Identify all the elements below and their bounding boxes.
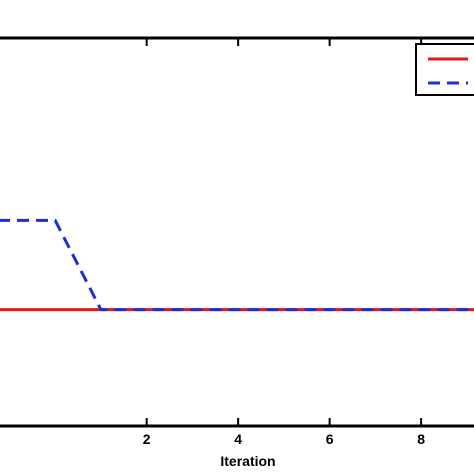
plot-axes bbox=[0, 36, 474, 428]
x-tick-label: 8 bbox=[417, 431, 425, 447]
plot-frame bbox=[0, 36, 474, 428]
x-tick-label: 4 bbox=[234, 431, 242, 447]
x-tick-label: 6 bbox=[326, 431, 334, 447]
x-ticks: 2 4 6 8 bbox=[143, 38, 425, 447]
legend bbox=[415, 43, 474, 96]
x-axis-label: Iteration bbox=[220, 453, 275, 469]
legend-box bbox=[415, 43, 474, 96]
series-layer bbox=[0, 218, 474, 312]
series-line-2 bbox=[0, 218, 474, 312]
x-tick-label: 2 bbox=[143, 431, 151, 447]
